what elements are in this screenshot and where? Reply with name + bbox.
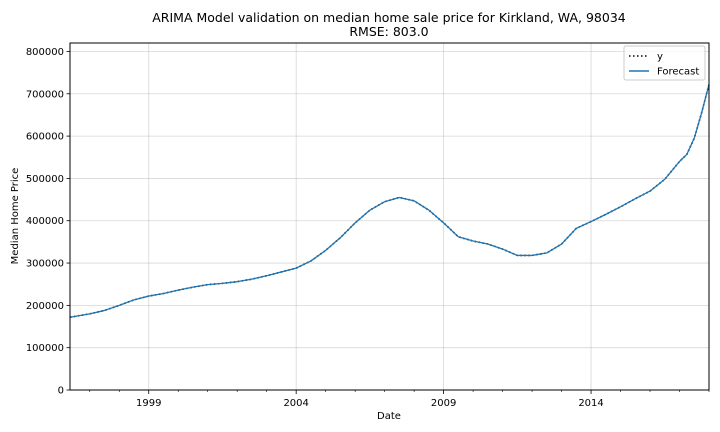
y-tick-label: 500000 [26, 174, 64, 185]
y-tick-label: 200000 [26, 301, 64, 312]
y-axis-label: Median Home Price [10, 168, 21, 265]
y-tick-label: 100000 [26, 343, 64, 354]
legend-forecast-label: Forecast [657, 67, 699, 78]
plot-area-frame [69, 42, 710, 391]
x-tick-label: 1999 [136, 398, 161, 409]
y-tick-label: 0 [58, 386, 64, 397]
x-tick-label: 2009 [431, 398, 456, 409]
x-axis-label: Date [377, 411, 401, 422]
y-tick-label: 600000 [26, 132, 64, 143]
x-tick-label: 2004 [283, 398, 308, 409]
grid-lines [70, 43, 709, 391]
chart-subtitle: RMSE: 803.0 [349, 24, 428, 39]
x-tick-label: 2014 [578, 398, 603, 409]
series-line-forecast [69, 84, 710, 318]
y-tick-label: 300000 [26, 259, 64, 270]
y-axis-ticks: 0 100000 200000 300000 400000 500000 600000 700… [26, 47, 70, 397]
chart-title: ARIMA Model validation on median home sa… [152, 10, 626, 25]
y-tick-label: 700000 [26, 89, 64, 100]
y-tick-label: 800000 [26, 47, 64, 58]
series-layer [69, 84, 710, 318]
legend: y Forecast [623, 45, 706, 81]
legend-y-label: y [657, 52, 663, 63]
y-tick-label: 400000 [26, 216, 64, 227]
x-axis-ticks: 1999 2004 2009 2014 [89, 390, 710, 409]
